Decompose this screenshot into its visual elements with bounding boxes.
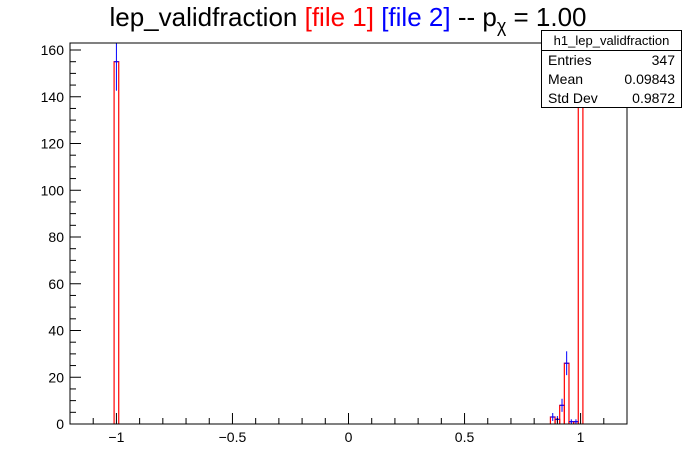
y-tick-label: 60: [48, 276, 64, 292]
chart-title: lep_validfraction [file 1] [file 2] -- p…: [0, 2, 696, 37]
series-file1-bin: [577, 68, 584, 424]
y-tick-label: 20: [48, 369, 64, 385]
y-tick-label: 140: [41, 89, 65, 105]
stats-label: Entries: [548, 52, 592, 68]
y-tick-label: 120: [41, 136, 65, 152]
y-tick-label: 100: [41, 182, 65, 198]
stats-value: 347: [651, 52, 675, 68]
x-tick-label: 0.5: [455, 429, 475, 445]
stats-label: Std Dev: [548, 90, 598, 106]
stats-value: 0.09843: [624, 71, 675, 87]
title-eq: = 1.00: [513, 2, 587, 32]
x-tick-label: 0: [345, 429, 353, 445]
stats-row-mean: Mean 0.09843: [542, 70, 681, 89]
stats-label: Mean: [548, 71, 584, 87]
x-tick-label: −0.5: [219, 429, 247, 445]
axes: −1 −0.5 0 0.5 1 0 20 40 60 80 100 120 140 160: [41, 42, 628, 445]
y-tick-label: 160: [41, 42, 65, 58]
histogram-marks: [113, 43, 584, 424]
stats-box: h1_lep_validfraction Entries 347 Mean 0.…: [541, 30, 682, 108]
title-sep: -- p: [457, 2, 497, 32]
x-tick-label: −1: [108, 429, 124, 445]
series-file1-bin: [113, 61, 120, 424]
y-tick-label: 40: [48, 323, 64, 339]
title-sub: χ: [496, 16, 507, 37]
stats-title: h1_lep_validfraction: [542, 31, 681, 51]
title-file2: [file 2]: [381, 2, 451, 32]
title-main: lep_validfraction: [109, 2, 298, 32]
y-tick-label: 0: [56, 416, 64, 432]
stats-row-entries: Entries 347: [542, 51, 681, 70]
x-tick-label: 1: [577, 429, 585, 445]
stats-value: 0.9872: [632, 90, 675, 106]
y-tick-label: 80: [48, 229, 64, 245]
stats-row-stddev: Std Dev 0.9872: [542, 89, 681, 108]
title-file1: [file 1]: [304, 2, 374, 32]
